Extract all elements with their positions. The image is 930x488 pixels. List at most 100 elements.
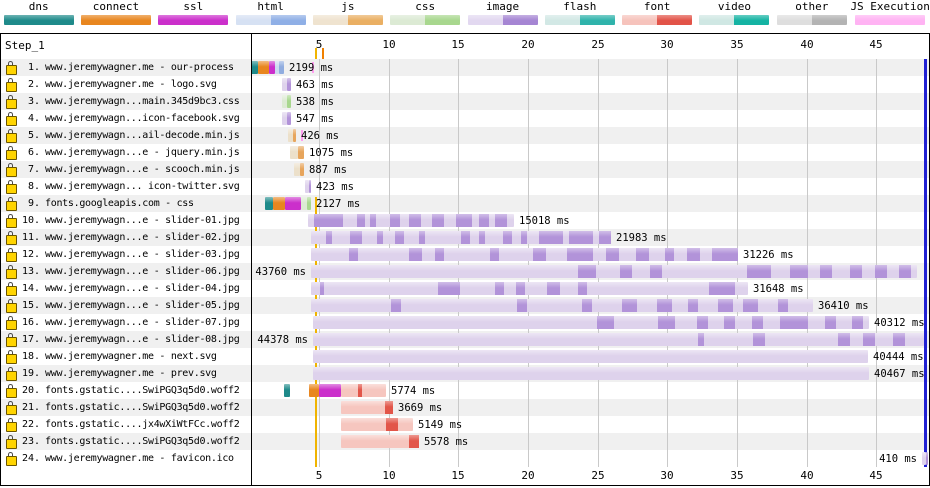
request-label-row[interactable]: 3. www.jeremywagn...main.345d9bc3.css xyxy=(1,93,251,110)
request-label-row[interactable]: 10. www.jeremywagn...e - slider-01.jpg xyxy=(1,212,251,229)
request-number: 24. xyxy=(21,453,40,464)
chart-row[interactable]: 31226 ms xyxy=(252,246,929,263)
request-label-row[interactable]: 11. www.jeremywagn...e - slider-02.jpg xyxy=(1,229,251,246)
chart-row[interactable]: 40312 ms xyxy=(252,314,929,331)
gridline xyxy=(737,59,738,467)
chart-row[interactable]: 463 ms xyxy=(252,76,929,93)
chart-row[interactable]: 887 ms xyxy=(252,161,929,178)
legend: dns connect ssl html js css image flash font vide… xyxy=(0,0,930,33)
chart-row[interactable]: 31648 ms xyxy=(252,280,929,297)
request-label-row[interactable]: 8. www.jeremywagn... icon-twitter.svg xyxy=(1,178,251,195)
chart-row[interactable]: 2199 ms xyxy=(252,59,929,76)
lock-icon xyxy=(6,452,17,466)
chart-row[interactable]: 15018 ms xyxy=(252,212,929,229)
lock-icon xyxy=(6,61,17,75)
download-chunk xyxy=(569,231,593,244)
request-label-row[interactable]: 19. www.jeremywagner.me - prev.svg xyxy=(1,365,251,382)
request-label-row[interactable]: 4. www.jeremywagn...icon-facebook.svg xyxy=(1,110,251,127)
request-time-label: 2199 ms xyxy=(289,62,334,74)
chart-row[interactable]: 3669 ms xyxy=(252,399,929,416)
request-time-label: 31226 ms xyxy=(743,249,794,261)
first-paint-tick xyxy=(322,48,324,59)
download-chunk xyxy=(578,282,587,295)
request-label-row[interactable]: 7. www.jeremywagn...e - scooch.min.js xyxy=(1,161,251,178)
request-label-row[interactable]: 1. www.jeremywagner.me - our-process xyxy=(1,59,251,76)
chart-row[interactable]: 40444 ms xyxy=(252,348,929,365)
legend-item-video: video xyxy=(696,0,773,33)
request-url: www.jeremywagn...icon-facebook.svg xyxy=(45,113,240,124)
legend-swatch xyxy=(699,15,770,25)
download-chunk xyxy=(665,248,674,261)
download-chunk xyxy=(461,231,470,244)
request-number: 3. xyxy=(27,96,40,107)
chart-row[interactable]: 40467 ms xyxy=(252,365,929,382)
chart-row[interactable]: 423 ms xyxy=(252,178,929,195)
legend-swatch xyxy=(312,15,383,25)
request-time-label: 1075 ms xyxy=(309,147,354,159)
chart-row[interactable]: 5578 ms xyxy=(252,433,929,450)
chart-row[interactable]: 21983 ms xyxy=(252,229,929,246)
request-label-row[interactable]: 20. fonts.gstatic....SwiPGQ3q5d0.woff2 xyxy=(1,382,251,399)
chart-row[interactable]: 426 ms xyxy=(252,127,929,144)
request-label-row[interactable]: 21. fonts.gstatic....SwiPGQ3q5d0.woff2 xyxy=(1,399,251,416)
request-time-label: 410 ms xyxy=(879,453,917,465)
request-time-label: 2127 ms xyxy=(316,198,361,210)
request-label-row[interactable]: 12. www.jeremywagn...e - slider-03.jpg xyxy=(1,246,251,263)
request-time-label: 36410 ms xyxy=(818,300,869,312)
request-label-row[interactable]: 13. www.jeremywagn...e - slider-06.jpg xyxy=(1,263,251,280)
js-execution-tick xyxy=(301,130,303,141)
chart-row[interactable]: 2127 ms xyxy=(252,195,929,212)
request-label-row[interactable]: 17. www.jeremywagn...e - slider-08.jpg xyxy=(1,331,251,348)
bar-segment-ssl xyxy=(319,384,341,397)
chart-row[interactable]: 36410 ms xyxy=(252,297,929,314)
request-label-row[interactable]: 5. www.jeremywagn...ail-decode.min.js xyxy=(1,127,251,144)
request-label-row[interactable]: 2. www.jeremywagner.me - logo.svg xyxy=(1,76,251,93)
legend-item-css: css xyxy=(387,0,464,33)
download-chunk xyxy=(658,316,675,329)
request-label-row[interactable]: 24. www.jeremywagner.me - favicon.ico xyxy=(1,450,251,467)
chart-row[interactable]: 538 ms xyxy=(252,93,929,110)
request-label-row[interactable]: 6. www.jeremywagn...e - jquery.min.js xyxy=(1,144,251,161)
request-label-row[interactable]: 18. www.jeremywagner.me - next.svg xyxy=(1,348,251,365)
gridline xyxy=(319,59,320,467)
legend-swatch xyxy=(776,15,847,25)
download-chunk xyxy=(582,299,592,312)
axis-tick-label-bottom: 35 xyxy=(730,469,744,482)
download-chunk xyxy=(350,231,362,244)
axis-tick-label-top: 10 xyxy=(382,38,396,51)
download-chunk xyxy=(599,231,611,244)
chart-row[interactable]: 5774 ms xyxy=(252,382,929,399)
legend-swatch xyxy=(3,15,74,25)
bar-segment-image_dl xyxy=(926,452,928,465)
download-chunk xyxy=(490,248,499,261)
axis-tick-label-bottom: 20 xyxy=(521,469,535,482)
start-render-line xyxy=(315,197,317,467)
bar-segment-image_wait xyxy=(311,231,611,244)
request-label-row[interactable]: 22. fonts.gstatic....jx4wXiWtFCc.woff2 xyxy=(1,416,251,433)
request-number: 10. xyxy=(21,215,40,226)
request-label-row[interactable]: 16. www.jeremywagn...e - slider-07.jpg xyxy=(1,314,251,331)
request-number: 13. xyxy=(21,266,40,277)
request-number: 7. xyxy=(27,164,40,175)
request-number: 20. xyxy=(21,385,40,396)
chart-row[interactable]: 1075 ms xyxy=(252,144,929,161)
download-chunk xyxy=(778,299,788,312)
request-label-panel: Step_1 1. www.jeremywagner.me - our-proce… xyxy=(1,34,252,485)
request-label-row[interactable]: 15. www.jeremywagn...e - slider-05.jpg xyxy=(1,297,251,314)
request-label-row[interactable]: 14. www.jeremywagn...e - slider-04.jpg xyxy=(1,280,251,297)
chart-row[interactable]: 547 ms xyxy=(252,110,929,127)
bar-segment-js_dl xyxy=(293,129,296,142)
chart-row[interactable]: 410 ms xyxy=(252,450,929,467)
download-chunk xyxy=(743,299,758,312)
chart-row[interactable]: 5149 ms xyxy=(252,416,929,433)
download-chunk xyxy=(747,265,771,278)
download-chunk xyxy=(850,265,862,278)
download-chunk xyxy=(349,248,358,261)
chart-row[interactable]: 43760 ms xyxy=(252,263,929,280)
request-label-row[interactable]: 23. fonts.gstatic....SwiPGQ3q5d0.woff2 xyxy=(1,433,251,450)
request-label-row[interactable]: 9. fonts.googleapis.com - css xyxy=(1,195,251,212)
gridline xyxy=(528,59,529,467)
download-chunk xyxy=(409,435,419,448)
legend-item-js-execution: JS Execution xyxy=(850,0,930,33)
chart-row[interactable]: 44378 ms xyxy=(252,331,929,348)
